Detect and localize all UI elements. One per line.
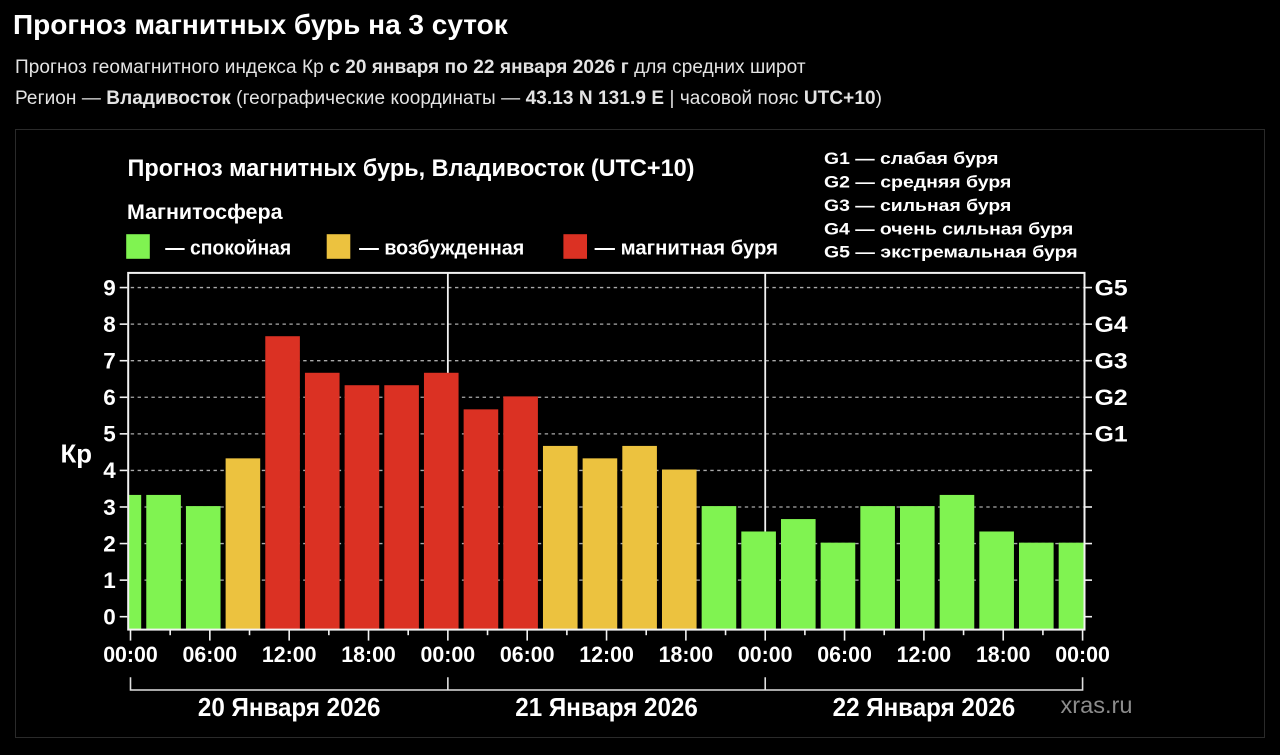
svg-text:Прогноз магнитных бурь, Владив: Прогноз магнитных бурь, Владивосток (UTC… xyxy=(128,155,695,182)
svg-text:20 Января 2026: 20 Января 2026 xyxy=(198,692,381,722)
svg-text:Кр: Кр xyxy=(61,439,93,469)
svg-text:00:00: 00:00 xyxy=(738,642,793,667)
svg-text:G5: G5 xyxy=(1095,275,1128,300)
svg-text:12:00: 12:00 xyxy=(897,642,952,667)
svg-text:12:00: 12:00 xyxy=(579,642,634,667)
svg-text:6: 6 xyxy=(103,385,116,410)
svg-text:G3 — сильная буря: G3 — сильная буря xyxy=(824,197,1011,215)
svg-text:3: 3 xyxy=(103,495,116,520)
svg-text:G5 — экстремальная буря: G5 — экстремальная буря xyxy=(824,244,1078,262)
svg-text:06:00: 06:00 xyxy=(183,642,238,667)
svg-text:21 Января 2026: 21 Января 2026 xyxy=(515,692,698,722)
svg-text:G1: G1 xyxy=(1095,422,1128,447)
svg-text:— магнитная буря: — магнитная буря xyxy=(595,237,778,259)
svg-text:8: 8 xyxy=(103,312,116,337)
svg-text:22 Января 2026: 22 Января 2026 xyxy=(833,692,1016,722)
svg-text:7: 7 xyxy=(103,349,116,374)
svg-text:1: 1 xyxy=(103,568,116,593)
svg-text:12:00: 12:00 xyxy=(262,642,317,667)
svg-text:9: 9 xyxy=(103,275,116,300)
svg-text:Магнитосфера: Магнитосфера xyxy=(127,201,283,224)
svg-text:18:00: 18:00 xyxy=(341,642,396,667)
svg-text:G4 — очень сильная буря: G4 — очень сильная буря xyxy=(824,220,1073,238)
svg-text:G2 — средняя буря: G2 — средняя буря xyxy=(824,173,1011,191)
svg-text:00:00: 00:00 xyxy=(103,642,158,667)
svg-text:2: 2 xyxy=(103,531,116,556)
svg-text:G3: G3 xyxy=(1095,348,1128,373)
svg-text:00:00: 00:00 xyxy=(1055,642,1110,667)
svg-text:06:00: 06:00 xyxy=(500,642,555,667)
svg-text:G4: G4 xyxy=(1095,312,1129,337)
svg-text:18:00: 18:00 xyxy=(976,642,1031,667)
svg-text:4: 4 xyxy=(103,458,116,483)
svg-text:G2: G2 xyxy=(1095,385,1128,410)
svg-text:— спокойная: — спокойная xyxy=(165,237,291,259)
svg-text:5: 5 xyxy=(103,422,116,447)
svg-text:0: 0 xyxy=(103,605,116,630)
svg-text:18:00: 18:00 xyxy=(659,642,714,667)
svg-text:G1 — слабая буря: G1 — слабая буря xyxy=(824,150,998,168)
svg-text:06:00: 06:00 xyxy=(817,642,872,667)
svg-text:00:00: 00:00 xyxy=(421,642,476,667)
svg-text:xras.ru: xras.ru xyxy=(1061,692,1133,718)
svg-text:— возбужденная: — возбужденная xyxy=(359,237,524,259)
